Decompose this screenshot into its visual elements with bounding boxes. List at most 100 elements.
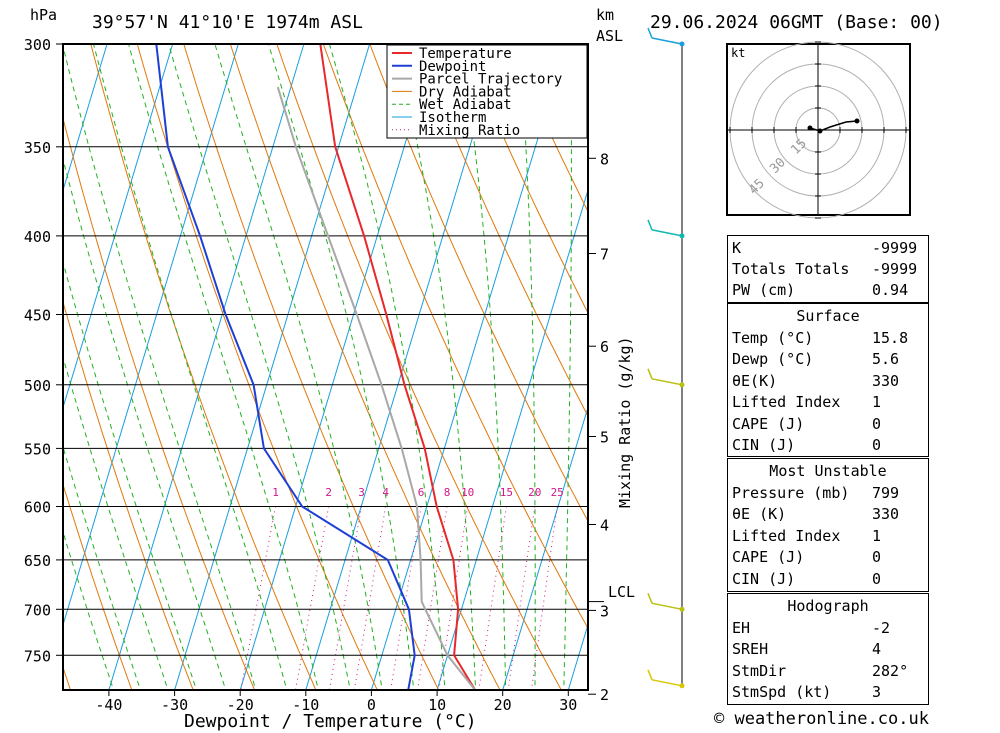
pressure-tick-label: 700	[24, 601, 51, 619]
pressure-tick-label: 400	[24, 228, 51, 246]
wet-adiabat-line	[63, 530, 115, 690]
dry-adiabat-line	[508, 44, 588, 213]
wet-adiabat-line	[168, 44, 351, 690]
series-dewpoint	[155, 44, 416, 690]
legend-entry: Isotherm	[419, 110, 486, 126]
temperature-tick-label: -10	[292, 696, 319, 714]
legend-entry: Dry Adiabat	[419, 84, 512, 100]
isotherm-line	[305, 44, 502, 690]
wind-barb-feather	[647, 669, 653, 681]
mu-row-cin: CIN (J) 0	[732, 570, 882, 588]
isotherm-line	[502, 405, 588, 690]
isotherm-line	[174, 44, 371, 690]
height-tick-label: 4	[600, 517, 609, 535]
station-location-title: 39°57'N 41°10'E 1974m ASL	[92, 12, 363, 33]
wind-barb-feather	[647, 593, 653, 604]
wind-barb	[651, 602, 683, 611]
dry-adiabat-line	[276, 44, 562, 690]
temperature-tick-label: -30	[161, 696, 188, 714]
isotherm-line	[108, 44, 305, 690]
mixing-ratio-label: 3	[358, 486, 365, 499]
height-tick-label: 8	[600, 150, 609, 168]
surface-row-lifted-index: Lifted Index 1	[732, 393, 882, 411]
index-row-k: K -9999	[732, 239, 918, 257]
dry-adiabat-line	[415, 44, 588, 418]
isotherm-line	[239, 44, 436, 690]
temperature-tick-label: 30	[559, 696, 577, 714]
temperature-tick-label: -40	[95, 696, 122, 714]
temperature-tick-label: 10	[428, 696, 446, 714]
pressure-tick-label: 550	[24, 440, 51, 458]
lcl-label: LCL	[608, 583, 635, 601]
wet-adiabat-line	[394, 44, 477, 690]
height-tick-label: 5	[600, 429, 609, 447]
hodo-row-stmspd: StmSpd (kt) 3	[732, 683, 882, 701]
isotherm-line	[63, 44, 239, 627]
legend-entry: Parcel Trajectory	[419, 72, 562, 88]
wet-adiabat-line	[214, 44, 383, 690]
mixing-ratio-label: 10	[461, 486, 474, 499]
wet-adiabat-line	[518, 44, 536, 690]
mixing-ratio-label: 2	[325, 486, 332, 499]
legend-entry: Dewpoint	[419, 59, 486, 75]
mu-row-cape: CAPE (J) 0	[732, 548, 882, 566]
pressure-tick-label: 750	[24, 647, 51, 665]
wind-barb	[651, 37, 683, 45]
wet-adiabat-line	[63, 260, 197, 690]
mixing-ratio-label: 8	[444, 486, 451, 499]
pressure-tick-label: 350	[24, 139, 51, 157]
mixing-ratio-line	[240, 506, 277, 690]
wind-barb	[651, 229, 683, 237]
mixing-ratio-label: 25	[551, 486, 564, 499]
wet-adiabat-line	[63, 355, 169, 690]
legend-entry: Wet Adiabat	[419, 97, 512, 113]
pressure-tick-label: 600	[24, 499, 51, 517]
wet-adiabat-line	[267, 44, 415, 690]
index-row-totals: Totals Totals -9999	[732, 260, 918, 278]
mu-row-thetae: θE (K) 330	[732, 505, 900, 523]
dry-adiabat-line	[63, 482, 133, 690]
wind-barb-feather	[647, 368, 653, 380]
legend-box	[386, 44, 588, 139]
wet-adiabat-line	[128, 44, 319, 690]
wet-adiabat-line	[563, 44, 572, 690]
dry-adiabat-line	[136, 44, 378, 690]
mixing-ratio-axis-label: Mixing Ratio (g/kg)	[616, 336, 634, 508]
most-unstable-panel: Most Unstable Pressure (mb) 799 θE (K) 330…	[727, 458, 929, 592]
dry-adiabat-line	[63, 116, 256, 690]
mixing-ratio-label: 20	[528, 486, 541, 499]
mixing-ratio-label: 15	[500, 486, 513, 499]
mixing-ratio-label: 1	[272, 486, 279, 499]
wind-profile	[647, 27, 685, 689]
background-lines	[0, 44, 588, 690]
wind-barb-feather	[647, 219, 653, 231]
dry-adiabat-line	[90, 44, 317, 690]
pressure-tick-label: 450	[24, 307, 51, 325]
forecast-datetime: 29.06.2024 06GMT (Base: 00)	[650, 12, 943, 33]
mixing-ratio-label: 4	[382, 486, 389, 499]
pressure-tick-label: 500	[24, 377, 51, 395]
isotherm-line	[436, 188, 588, 690]
isotherm-line	[63, 44, 108, 192]
surface-panel: Surface Temp (°C) 15.8 Dewp (°C) 5.6 θE(K)…	[727, 303, 929, 457]
temperature-tick-label: 0	[367, 696, 376, 714]
pressure-unit-label: hPa	[30, 6, 57, 24]
isotherm-line	[370, 44, 567, 690]
hodograph-point	[807, 125, 813, 131]
height-tick-label: 3	[600, 602, 609, 620]
hodograph-unit-label: kt	[731, 46, 745, 60]
mu-row-pressure: Pressure (mb) 799	[732, 484, 900, 502]
copyright-link[interactable]: © weatheronline.co.uk	[714, 709, 929, 729]
dry-adiabat-line	[0, 44, 9, 690]
wet-adiabat-line	[63, 445, 142, 690]
height-tick-label: 6	[600, 338, 609, 356]
dry-adiabat-line	[322, 44, 588, 630]
dry-adiabat-line	[369, 44, 588, 523]
dry-adiabat-line	[183, 44, 440, 690]
wet-adiabat-line	[63, 44, 257, 690]
index-row-pw: PW (cm) 0.94	[732, 281, 909, 299]
height-unit-km: km	[596, 6, 614, 24]
temperature-tick-label: -20	[227, 696, 254, 714]
